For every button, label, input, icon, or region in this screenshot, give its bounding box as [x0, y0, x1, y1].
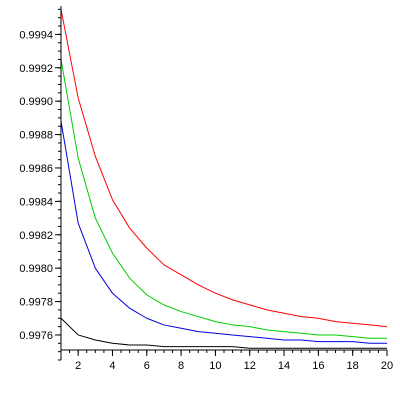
x-tick-label: 18	[347, 360, 359, 372]
series-line-4	[60, 317, 387, 349]
ticks-layer: 0.9976 0.9978 0.9980 0.9982 0.9984 0.9986 0.99…	[19, 8, 393, 372]
y-tick-label: 0.9992	[19, 63, 53, 75]
y-tick-label: 0.9986	[19, 163, 53, 175]
x-tick-label: 2	[75, 360, 81, 372]
x-tick-label: 8	[178, 360, 184, 372]
x-tick-label: 20	[381, 360, 393, 372]
x-tick-label: 6	[144, 360, 150, 372]
x-tick-label: 14	[278, 360, 290, 372]
axes-layer	[60, 6, 387, 360]
y-tick-label: 0.9980	[19, 263, 53, 275]
series-line-3	[60, 121, 387, 344]
y-tick-label: 0.9994	[19, 29, 53, 41]
x-tick-label: 10	[209, 360, 221, 372]
y-tick-label: 0.9978	[19, 297, 53, 309]
y-tick-label: 0.9984	[19, 196, 53, 208]
series-line-2	[60, 59, 387, 339]
y-tick-label: 0.9988	[19, 130, 53, 142]
series-layer	[60, 9, 388, 349]
y-tick-label: 0.9976	[19, 330, 53, 342]
series-line-1	[60, 9, 388, 328]
y-tick-label: 0.9990	[19, 96, 53, 108]
x-tick-label: 12	[244, 360, 256, 372]
x-tick-label: 4	[109, 360, 115, 372]
x-tick-label: 16	[312, 360, 324, 372]
y-tick-label: 0.9982	[19, 230, 53, 242]
